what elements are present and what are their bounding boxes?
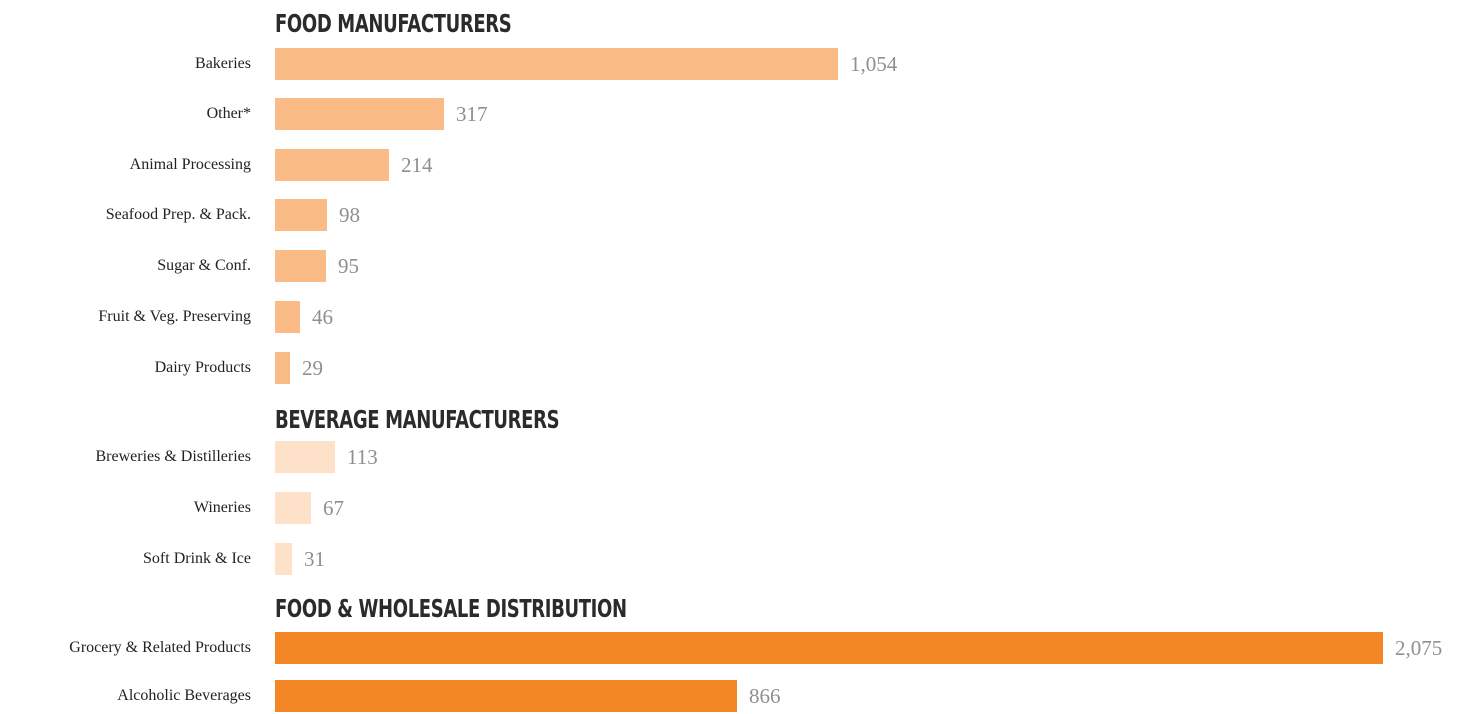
- bar: [275, 352, 290, 384]
- bar: [275, 543, 292, 575]
- bar: [275, 680, 737, 712]
- bar: [275, 149, 389, 181]
- value-label: 46: [312, 305, 333, 329]
- value-label: 1,054: [850, 52, 898, 76]
- bar: [275, 48, 838, 80]
- bar: [275, 441, 335, 473]
- category-label: Animal Processing: [129, 156, 251, 173]
- value-label: 98: [339, 203, 360, 227]
- category-label: Breweries & Distilleries: [95, 448, 251, 465]
- group-title: FOOD MANUFACTURERS: [275, 9, 512, 38]
- category-label: Soft Drink & Ice: [143, 550, 251, 567]
- category-label: Fruit & Veg. Preserving: [98, 308, 251, 325]
- value-label: 2,075: [1395, 636, 1443, 660]
- bar: [275, 98, 444, 130]
- value-label: 31: [304, 547, 325, 571]
- group-title: FOOD & WHOLESALE DISTRIBUTION: [275, 594, 627, 623]
- value-label: 317: [456, 102, 488, 126]
- value-label: 95: [338, 254, 359, 278]
- category-label: Sugar & Conf.: [157, 257, 251, 274]
- bar: [275, 492, 311, 524]
- bar: [275, 301, 300, 333]
- bar: [275, 199, 327, 231]
- value-label: 29: [302, 356, 323, 380]
- category-label: Alcoholic Beverages: [117, 687, 251, 704]
- value-label: 67: [323, 496, 344, 520]
- category-label: Wineries: [193, 499, 251, 516]
- group-title: BEVERAGE MANUFACTURERS: [275, 405, 560, 434]
- category-label: Other*: [206, 105, 251, 122]
- category-label: Dairy Products: [154, 359, 251, 376]
- category-label: Bakeries: [195, 55, 251, 72]
- value-label: 113: [347, 445, 378, 469]
- category-label: Seafood Prep. & Pack.: [105, 206, 251, 223]
- category-label: Grocery & Related Products: [69, 639, 251, 656]
- value-label: 214: [401, 153, 433, 177]
- value-label: 866: [749, 684, 781, 708]
- bar: [275, 632, 1383, 664]
- bar: [275, 250, 326, 282]
